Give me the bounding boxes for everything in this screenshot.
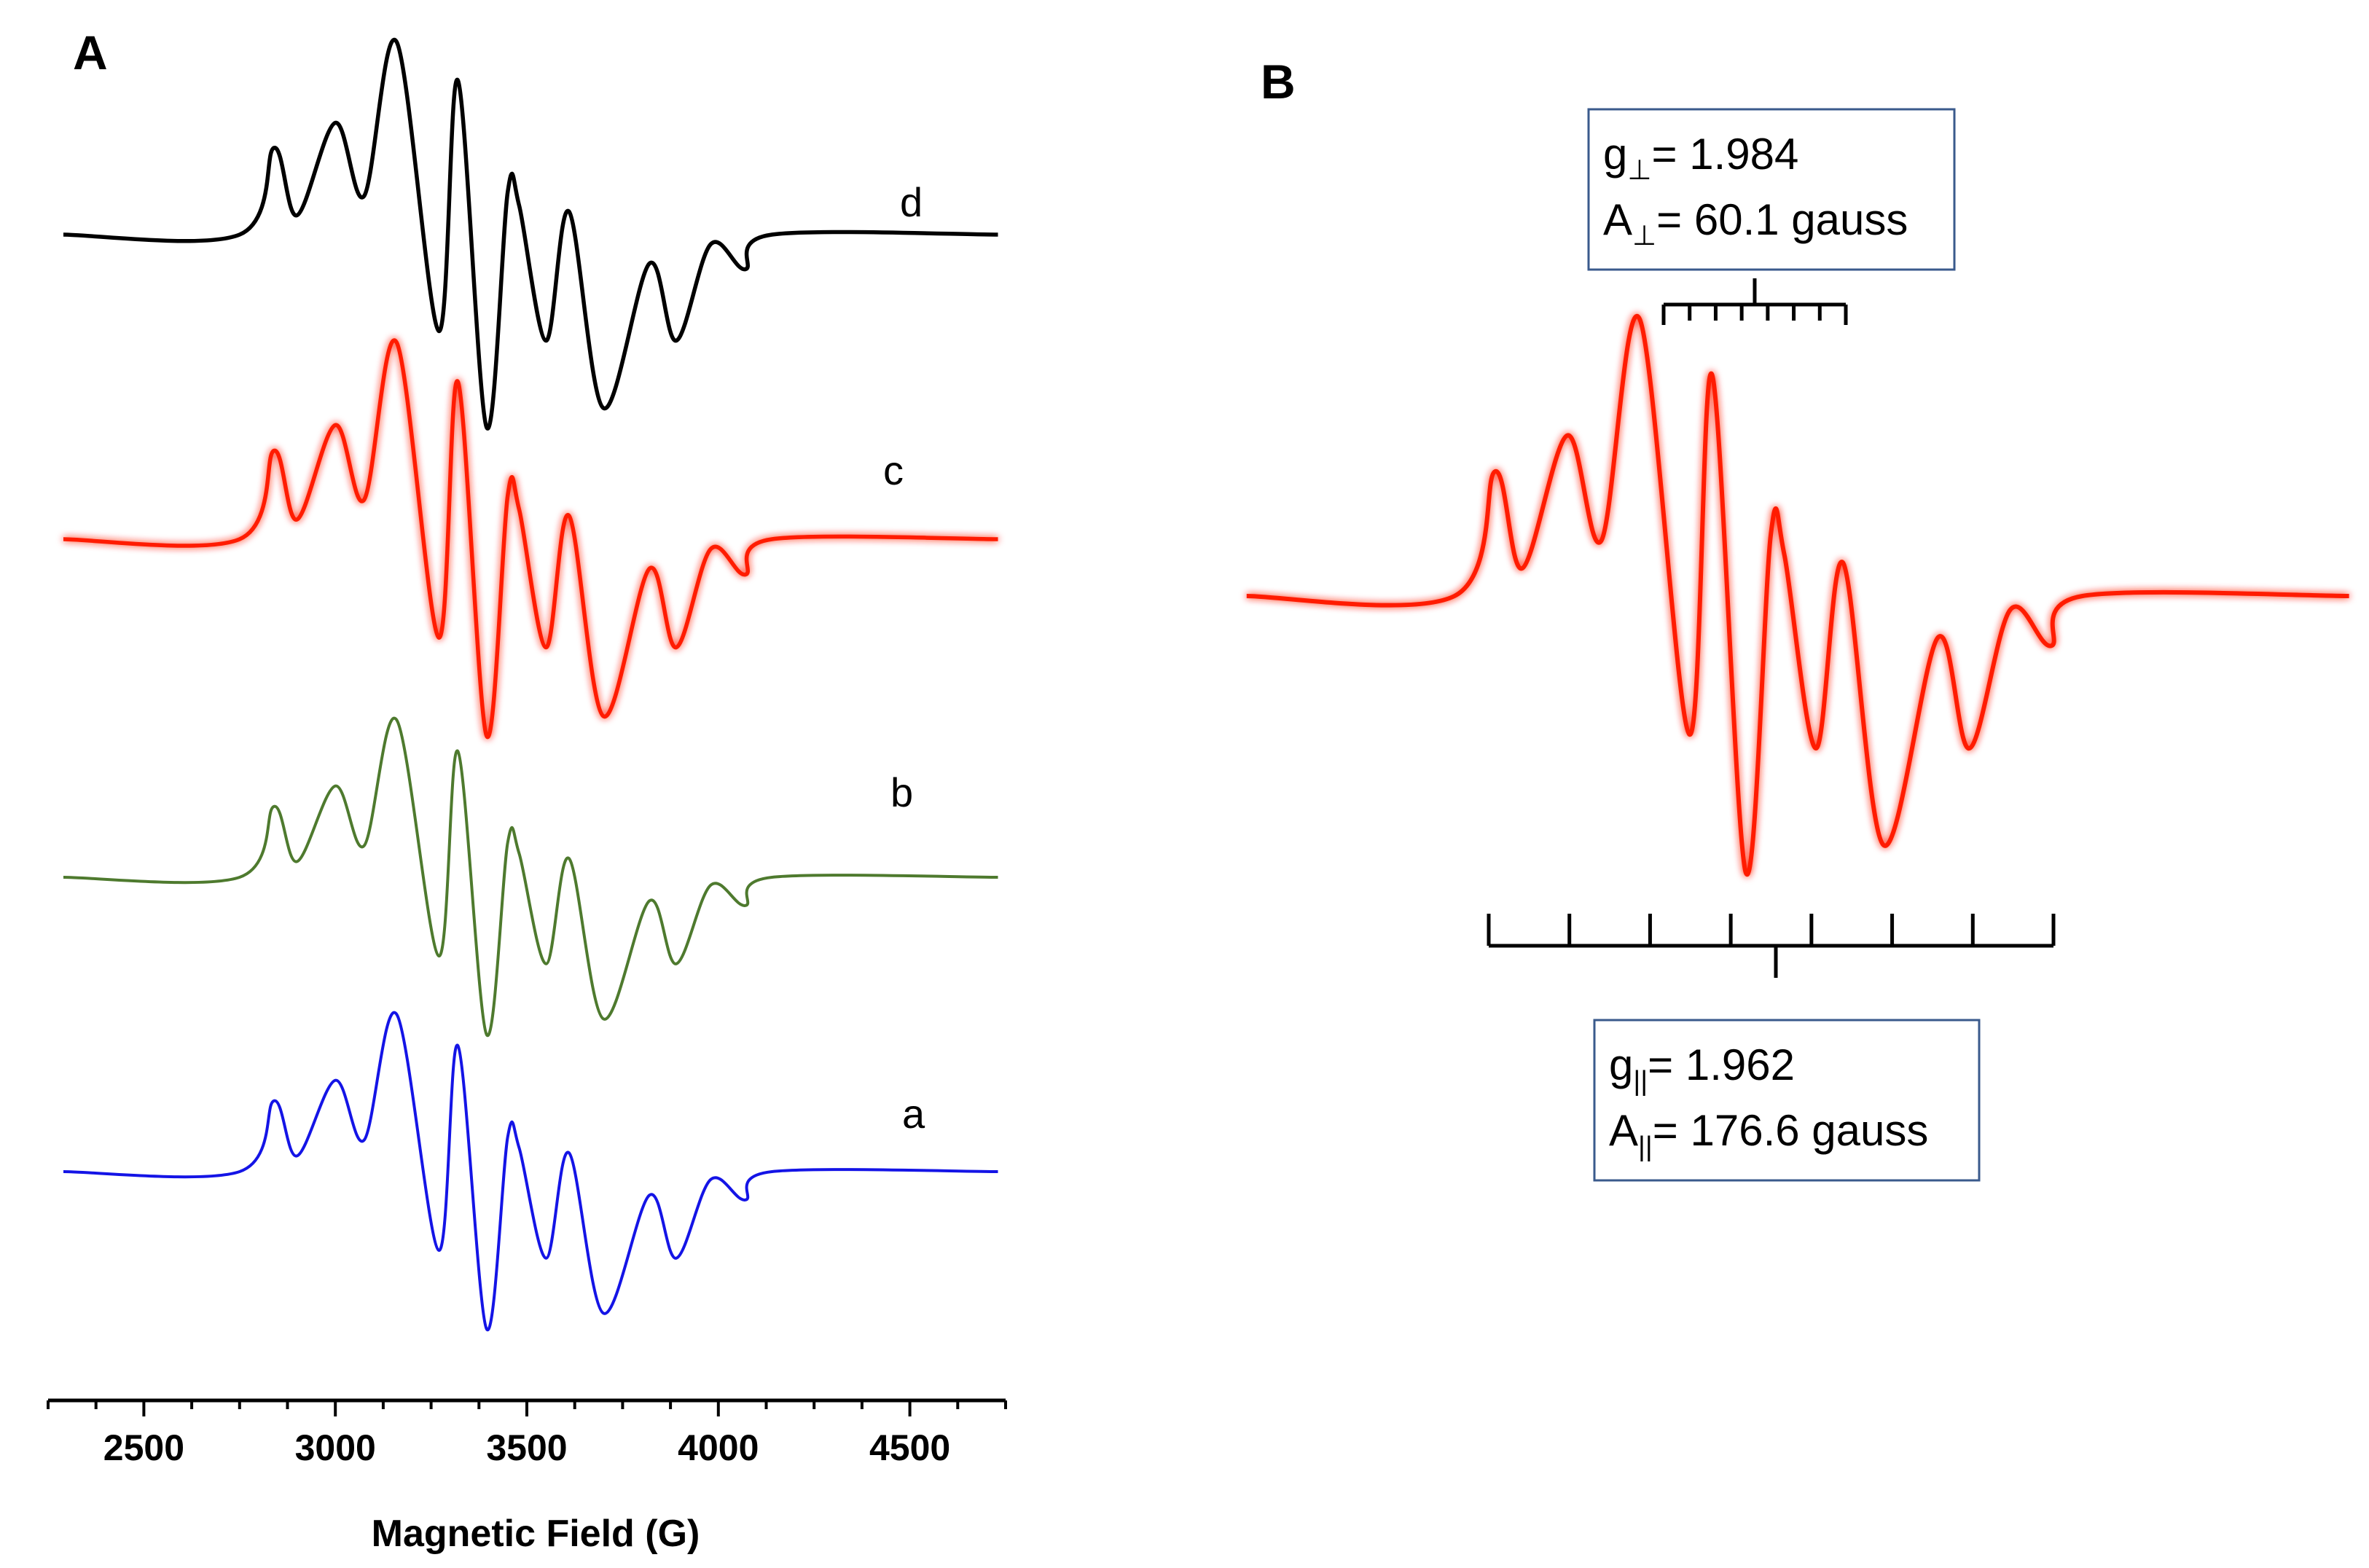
x-tick-label: 4500 <box>869 1427 950 1468</box>
trace-label-a: a <box>902 1091 925 1137</box>
trace-simulated <box>1246 314 2349 877</box>
g-par-line: g||= 1.962 <box>1609 1040 1795 1097</box>
a-perp-line: A⊥= 60.1 gauss <box>1603 195 1908 251</box>
panel-a: A 2500 3000 3500 4000 4500 a b c d Magnetic … <box>47 26 1007 1555</box>
g-perpendicular-box <box>1587 108 1956 271</box>
trace-label-b: b <box>890 769 913 815</box>
x-tick-label: 4000 <box>678 1427 759 1468</box>
trace-a <box>63 1011 998 1332</box>
trace-d <box>63 37 998 431</box>
g-parallel-comb <box>1487 914 2056 978</box>
trace-label-c: c <box>883 447 904 493</box>
g-parallel-box <box>1593 1019 1981 1182</box>
x-tick-label: 2500 <box>103 1427 184 1468</box>
panel-a-traces <box>63 37 998 1332</box>
panel-a-x-axis: 2500 3000 3500 4000 4500 <box>47 1398 1007 1468</box>
trace-b <box>63 716 998 1038</box>
panel-b-trace <box>1246 314 2349 877</box>
g-perpendicular-comb <box>1661 278 1848 325</box>
trace-c <box>63 338 998 740</box>
panel-b: B g⊥= 1.984 A⊥= 60.1 gauss g||= 1.962 A|… <box>1246 55 2349 1182</box>
panel-a-letter: A <box>73 26 108 79</box>
x-tick-label: 3500 <box>486 1427 567 1468</box>
g-perp-line: g⊥= 1.984 <box>1603 130 1798 186</box>
panel-b-letter: B <box>1261 55 1296 109</box>
trace-label-d: d <box>900 179 923 225</box>
a-par-line: A||= 176.6 gauss <box>1609 1106 1928 1162</box>
x-axis-title: Magnetic Field (G) <box>372 1513 700 1555</box>
x-tick-label: 3000 <box>295 1427 376 1468</box>
